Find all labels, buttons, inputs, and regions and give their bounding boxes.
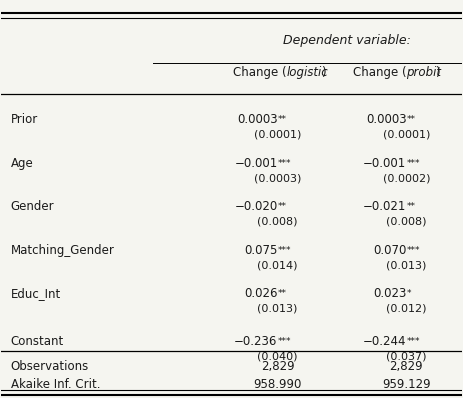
Text: Prior: Prior xyxy=(11,113,38,127)
Text: ***: *** xyxy=(277,159,291,168)
Text: ***: *** xyxy=(407,337,420,346)
Text: 0.0003: 0.0003 xyxy=(237,113,277,127)
Text: (0.012): (0.012) xyxy=(386,304,426,314)
Text: **: ** xyxy=(277,289,287,298)
Text: Change (: Change ( xyxy=(353,66,407,79)
Text: (0.0002): (0.0002) xyxy=(382,174,430,183)
Text: Change (: Change ( xyxy=(233,66,287,79)
Text: −0.244: −0.244 xyxy=(363,335,407,348)
Text: 958.990: 958.990 xyxy=(253,378,302,391)
Text: ): ) xyxy=(321,66,326,79)
Text: Observations: Observations xyxy=(11,360,89,373)
Text: **: ** xyxy=(277,115,287,125)
Text: 2,829: 2,829 xyxy=(389,360,423,373)
Text: Gender: Gender xyxy=(11,201,54,213)
Text: −0.020: −0.020 xyxy=(234,201,277,213)
Text: Matching_Gender: Matching_Gender xyxy=(11,244,114,257)
Text: −0.236: −0.236 xyxy=(234,335,277,348)
Text: Dependent variable:: Dependent variable: xyxy=(282,34,411,47)
Text: ***: *** xyxy=(277,337,291,346)
Text: ***: *** xyxy=(277,246,291,255)
Text: Constant: Constant xyxy=(11,335,64,348)
Text: (0.037): (0.037) xyxy=(386,351,426,361)
Text: Age: Age xyxy=(11,157,33,170)
Text: ***: *** xyxy=(407,246,420,255)
Text: ): ) xyxy=(435,66,440,79)
Text: 2,829: 2,829 xyxy=(261,360,294,373)
Text: (0.013): (0.013) xyxy=(386,260,426,270)
Text: *: * xyxy=(407,289,411,298)
Text: Akaike Inf. Crit.: Akaike Inf. Crit. xyxy=(11,378,100,391)
Text: −0.001: −0.001 xyxy=(234,157,277,170)
Text: (0.008): (0.008) xyxy=(386,217,426,227)
Text: (0.040): (0.040) xyxy=(257,351,298,361)
Text: ***: *** xyxy=(407,159,420,168)
Text: 959.129: 959.129 xyxy=(382,378,431,391)
Text: −0.021: −0.021 xyxy=(363,201,407,213)
Text: Educ_Int: Educ_Int xyxy=(11,287,61,300)
Text: 0.026: 0.026 xyxy=(244,287,277,300)
Text: (0.0001): (0.0001) xyxy=(254,130,301,140)
Text: probit: probit xyxy=(407,66,441,79)
Text: −0.001: −0.001 xyxy=(363,157,407,170)
Text: 0.0003: 0.0003 xyxy=(366,113,407,127)
Text: **: ** xyxy=(407,203,415,211)
Text: **: ** xyxy=(407,115,415,125)
Text: 0.070: 0.070 xyxy=(373,244,407,257)
Text: 0.075: 0.075 xyxy=(244,244,277,257)
Text: logistic: logistic xyxy=(287,66,328,79)
Text: (0.008): (0.008) xyxy=(257,217,298,227)
Text: (0.0003): (0.0003) xyxy=(254,174,301,183)
Text: **: ** xyxy=(277,203,287,211)
Text: (0.0001): (0.0001) xyxy=(383,130,430,140)
Text: (0.013): (0.013) xyxy=(257,304,298,314)
Text: 0.023: 0.023 xyxy=(373,287,407,300)
Text: (0.014): (0.014) xyxy=(257,260,298,270)
